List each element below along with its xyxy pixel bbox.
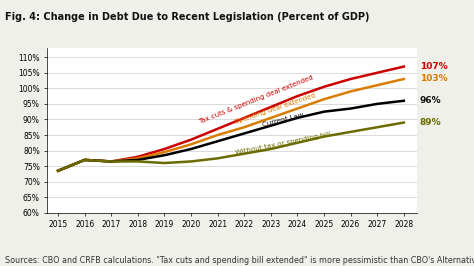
Text: Tax cuts & spending deal extended: Tax cuts & spending deal extended [198,74,315,125]
Text: Without tax or spending bill: Without tax or spending bill [235,131,332,156]
Text: 103%: 103% [420,74,447,84]
Text: 89%: 89% [420,118,441,127]
Text: 96%: 96% [420,96,441,105]
Text: Current Law: Current Law [262,112,305,128]
Text: Fig. 4: Change in Debt Due to Recent Legislation (Percent of GDP): Fig. 4: Change in Debt Due to Recent Leg… [5,12,369,22]
Text: Spending deal extended: Spending deal extended [234,93,316,125]
Text: 107%: 107% [420,62,447,71]
Text: Sources: CBO and CRFB calculations. "Tax cuts and spending bill extended" is mor: Sources: CBO and CRFB calculations. "Tax… [5,256,474,265]
